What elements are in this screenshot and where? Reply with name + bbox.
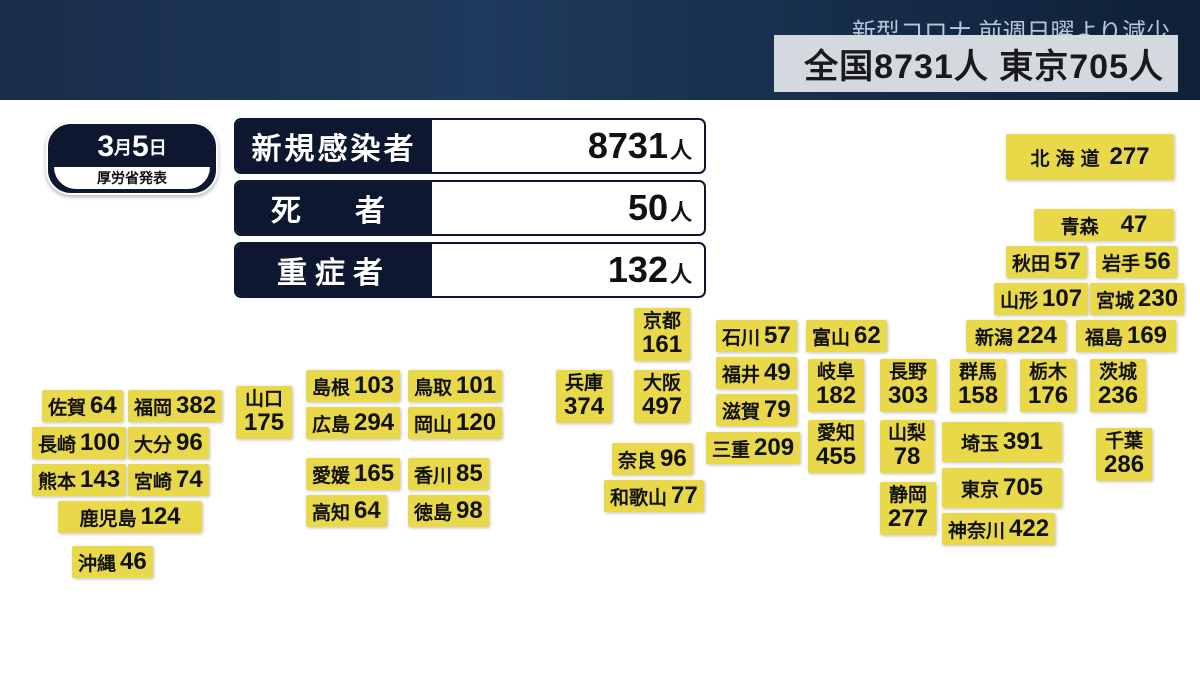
pref-gunma: 群馬158 bbox=[950, 359, 1006, 412]
stat-value: 132人 bbox=[432, 244, 704, 296]
pref-kumamoto: 熊本143 bbox=[32, 464, 126, 496]
pref-akita: 秋田57 bbox=[1006, 246, 1087, 278]
national-label: 全国 bbox=[804, 48, 874, 86]
pref-wakayama: 和歌山77 bbox=[604, 480, 704, 512]
header-banner: 新型コロナ 前週日曜より減少 全国8731人 東京705人 bbox=[0, 0, 1200, 100]
pref-kyoto: 京都161 bbox=[634, 308, 690, 361]
pref-miyagi: 宮城230 bbox=[1090, 283, 1184, 315]
stat-value: 8731人 bbox=[432, 120, 704, 172]
pref-aomori: 青森47 bbox=[1034, 209, 1174, 241]
pref-mie: 三重209 bbox=[706, 432, 800, 464]
stat-label: 新規感染者 bbox=[236, 120, 432, 172]
stat-value: 50人 bbox=[432, 182, 704, 234]
pref-iwate: 岩手56 bbox=[1096, 246, 1177, 278]
pref-ehime: 愛媛165 bbox=[306, 458, 400, 490]
pref-hyogo: 兵庫374 bbox=[556, 370, 612, 423]
pref-oita: 大分96 bbox=[128, 427, 209, 459]
national-mid: 人 東京 bbox=[954, 48, 1069, 86]
pref-tochigi: 栃木176 bbox=[1020, 359, 1076, 412]
date-source: 厚労省発表 bbox=[54, 167, 210, 189]
pref-nara: 奈良96 bbox=[612, 443, 693, 475]
national-count: 8731 bbox=[874, 48, 954, 86]
pref-tokyo: 東京705 bbox=[942, 468, 1062, 508]
pref-kanagawa: 神奈川422 bbox=[942, 513, 1055, 545]
pref-nagasaki: 長崎100 bbox=[32, 427, 126, 459]
pref-niigata: 新潟224 bbox=[966, 320, 1066, 352]
pref-tottori: 鳥取101 bbox=[408, 370, 502, 402]
pref-saga: 佐賀64 bbox=[42, 390, 123, 422]
pref-kagawa: 香川85 bbox=[408, 458, 489, 490]
pref-ishikawa: 石川57 bbox=[716, 320, 797, 352]
pref-shiga: 滋賀79 bbox=[716, 394, 797, 426]
pref-yamanashi: 山梨78 bbox=[880, 420, 934, 473]
pref-fukui: 福井49 bbox=[716, 357, 797, 389]
pref-fukuoka: 福岡382 bbox=[128, 390, 222, 422]
date-badge: 3月5日 厚労省発表 bbox=[46, 122, 218, 195]
pref-tokushima: 徳島98 bbox=[408, 495, 489, 527]
pref-saitama: 埼玉391 bbox=[942, 422, 1062, 462]
pref-ibaraki: 茨城236 bbox=[1090, 359, 1146, 412]
pref-yamagata: 山形107 bbox=[994, 283, 1088, 315]
pref-okayama: 岡山120 bbox=[408, 407, 502, 439]
pref-gifu: 岐阜182 bbox=[808, 359, 864, 412]
tokyo-suffix: 人 bbox=[1129, 48, 1164, 86]
pref-shizuoka: 静岡277 bbox=[880, 482, 936, 535]
pref-miyazaki: 宮崎74 bbox=[128, 464, 209, 496]
date-text: 3月5日 bbox=[48, 130, 216, 163]
stat-label: 死 者 bbox=[236, 182, 432, 234]
pref-nagano: 長野303 bbox=[880, 359, 936, 412]
pref-shimane: 島根103 bbox=[306, 370, 400, 402]
pref-fukushima: 福島169 bbox=[1076, 320, 1176, 352]
pref-hokkaido: 北海道277 bbox=[1006, 134, 1174, 180]
stat-row-new-cases: 新規感染者 8731人 bbox=[234, 118, 706, 174]
tokyo-count: 705 bbox=[1069, 48, 1129, 86]
pref-yamaguchi: 山口175 bbox=[236, 386, 292, 439]
header-main-stat: 全国8731人 東京705人 bbox=[774, 35, 1178, 92]
pref-kochi: 高知64 bbox=[306, 495, 387, 527]
pref-osaka: 大阪497 bbox=[634, 370, 690, 423]
stat-row-severe: 重症者 132人 bbox=[234, 242, 706, 298]
pref-toyama: 富山62 bbox=[806, 320, 887, 352]
pref-chiba: 千葉286 bbox=[1096, 428, 1152, 481]
pref-kagoshima: 鹿児島124 bbox=[58, 501, 202, 533]
national-stats-table: 新規感染者 8731人 死 者 50人 重症者 132人 bbox=[234, 118, 706, 304]
pref-aichi: 愛知455 bbox=[808, 420, 864, 473]
stat-label: 重症者 bbox=[236, 244, 432, 296]
stat-row-deaths: 死 者 50人 bbox=[234, 180, 706, 236]
pref-okinawa: 沖縄46 bbox=[72, 546, 153, 578]
pref-hiroshima: 広島294 bbox=[306, 407, 400, 439]
